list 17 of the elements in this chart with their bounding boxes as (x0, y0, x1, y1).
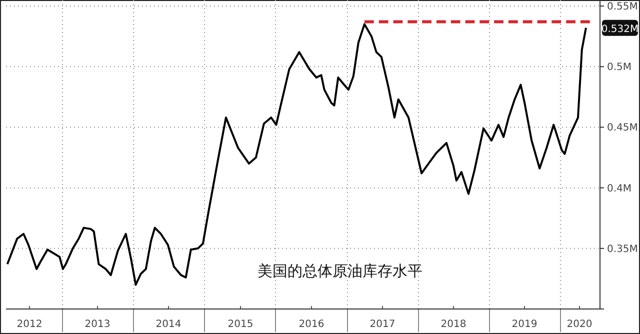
y-tick-label: 0.55M (607, 2, 638, 13)
text: 0.532M (601, 24, 639, 35)
x-tick-label: 2014 (156, 319, 182, 330)
y-tick-label: 0.4M (607, 183, 632, 194)
x-tick-label: 2020 (566, 319, 592, 330)
line-series (6, 23, 587, 286)
y-tick-label: 0.35M (607, 244, 638, 255)
x-tick-label: 2019 (512, 319, 538, 330)
x-tick-label: 2013 (84, 319, 110, 330)
x-tick-label: 2017 (370, 319, 396, 330)
annotation: 美国的总体原油库存水平 (258, 262, 422, 280)
x-tick-label: 2012 (16, 319, 42, 330)
y-tick-label: 0.45M (607, 122, 638, 134)
x-tick-label: 2018 (440, 319, 466, 330)
y-tick-label: 0.5M (607, 62, 632, 74)
x-tick-label: 2015 (228, 319, 254, 330)
x-tick-label: 2016 (298, 319, 324, 330)
